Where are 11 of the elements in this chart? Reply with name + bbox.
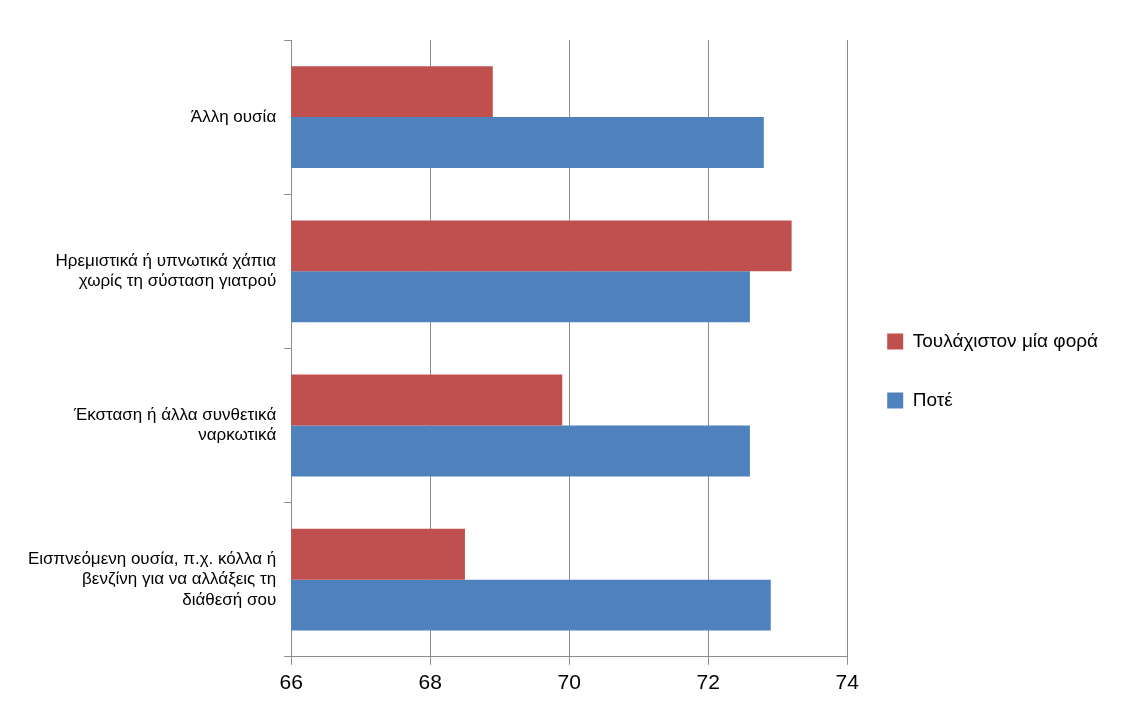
y-tick-label: Ηρεμιστικά ή υπνωτικά χάπια χωρίς τη σύσταση γιατρού bbox=[55, 250, 277, 291]
y-tick-label: Έκσταση ή άλλα συνθετικά ναρκωτικά bbox=[72, 404, 277, 445]
x-tick-label: 68 bbox=[418, 670, 442, 694]
y-tick-label: Εισπνεόμενη ουσία, π.χ. κόλλα ή βενζίνη για να αλλάξεις τη διάθεσή σου bbox=[27, 548, 277, 609]
legend-label: Ποτέ bbox=[912, 388, 954, 410]
x-tick-label: 74 bbox=[835, 670, 860, 694]
y-tick-label: Άλλη ουσία bbox=[190, 106, 277, 126]
legend-label: Τουλάχιστον μία φορά bbox=[912, 329, 1099, 351]
x-tick-label: 66 bbox=[279, 670, 303, 694]
x-tick-label: 72 bbox=[696, 670, 720, 694]
x-tick-label: 70 bbox=[557, 670, 581, 694]
